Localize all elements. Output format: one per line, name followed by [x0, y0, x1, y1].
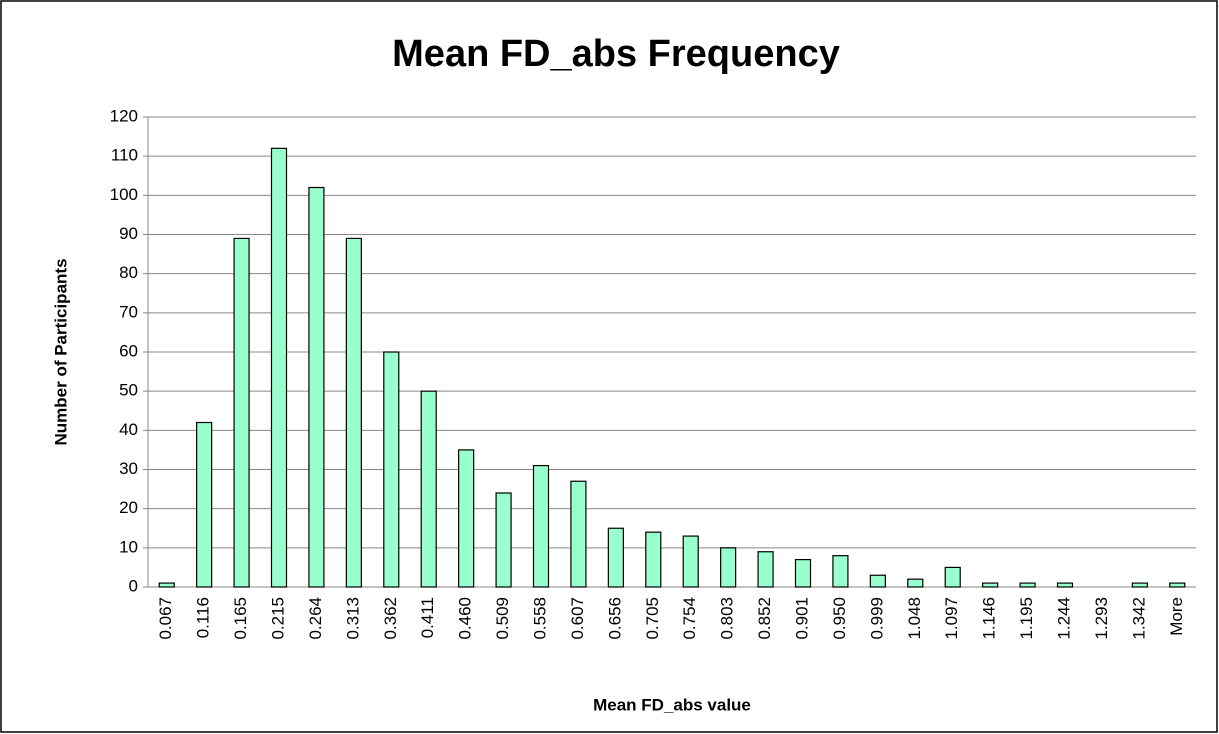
x-tick-label: 1.244: [1054, 597, 1073, 640]
bar: [420, 390, 437, 588]
x-tick-label: 0.999: [867, 597, 886, 640]
x-tick-label: 1.146: [980, 597, 999, 640]
bar: [196, 421, 213, 588]
x-tick-label: 0.215: [268, 597, 287, 640]
y-tick-label: 80: [119, 263, 138, 282]
x-tick-label: 0.852: [755, 597, 774, 640]
y-tick-label: 50: [119, 381, 138, 400]
y-tick-label: 0: [129, 576, 138, 595]
x-tick-label: 0.901: [792, 597, 811, 640]
bar: [233, 237, 250, 588]
bar: [682, 535, 699, 588]
bar: [532, 464, 550, 588]
x-tick-label: 0.362: [381, 597, 400, 640]
x-tick-label: 0.313: [343, 597, 362, 640]
y-tick-label: 90: [119, 224, 138, 243]
y-axis-label: Number of Participants: [51, 258, 70, 445]
x-tick-label: 1.293: [1092, 597, 1111, 640]
bar: [907, 578, 924, 588]
y-tick-label: 30: [119, 459, 138, 478]
y-tick-label: 60: [119, 341, 138, 360]
y-tick-label: 40: [119, 420, 138, 439]
bar: [458, 449, 475, 588]
x-tick-label: 0.803: [718, 597, 737, 640]
x-tick-label: 0.264: [306, 597, 325, 640]
bar: [1169, 582, 1186, 588]
x-tick-label: 1.048: [905, 597, 924, 640]
x-tick-label: 0.509: [493, 597, 512, 640]
bar: [794, 558, 812, 588]
x-tick-label: 0.607: [568, 597, 587, 640]
bar: [607, 527, 624, 588]
y-tick-label: 20: [119, 498, 138, 517]
y-tick-label: 70: [119, 302, 138, 321]
x-tick-label: 0.116: [194, 597, 213, 638]
x-tick-label: More: [1167, 597, 1186, 636]
bar: [383, 351, 400, 588]
bar: [832, 555, 849, 588]
bar: [570, 480, 587, 588]
bar: [345, 237, 362, 588]
x-tick-label: 1.342: [1129, 597, 1148, 640]
x-tick-label: 0.067: [156, 597, 175, 640]
x-tick-label: 1.195: [1017, 597, 1036, 640]
y-tick-label: 110: [111, 146, 138, 165]
y-tick-label: 100: [110, 185, 138, 204]
bar: [757, 551, 774, 588]
y-tick-label: 120: [110, 106, 138, 125]
bar: [720, 547, 737, 588]
x-tick-label: 0.656: [605, 597, 624, 640]
x-tick-label: 0.460: [456, 597, 475, 640]
bar: [308, 186, 325, 588]
bar: [869, 574, 886, 588]
bar: [645, 531, 662, 588]
bar: [270, 147, 288, 588]
bar: [158, 582, 175, 588]
bar: [944, 566, 961, 588]
x-tick-label: 0.754: [680, 597, 699, 640]
x-tick-label: 0.558: [530, 597, 549, 640]
bar: [1056, 582, 1074, 588]
bar: [1131, 582, 1148, 588]
x-tick-label: 0.705: [643, 597, 662, 640]
x-tick-label: 0.165: [231, 597, 250, 640]
x-tick-label: 1.097: [942, 597, 961, 640]
chart-title: Mean FD_abs Frequency: [392, 33, 840, 75]
y-tick-label: 10: [119, 537, 138, 556]
x-axis-label: Mean FD_abs value: [593, 695, 751, 714]
bar: [1019, 582, 1036, 588]
bar: [982, 582, 999, 588]
bar: [495, 492, 512, 588]
x-tick-label: 0.411: [418, 597, 437, 638]
x-tick-label: 0.950: [830, 597, 849, 640]
